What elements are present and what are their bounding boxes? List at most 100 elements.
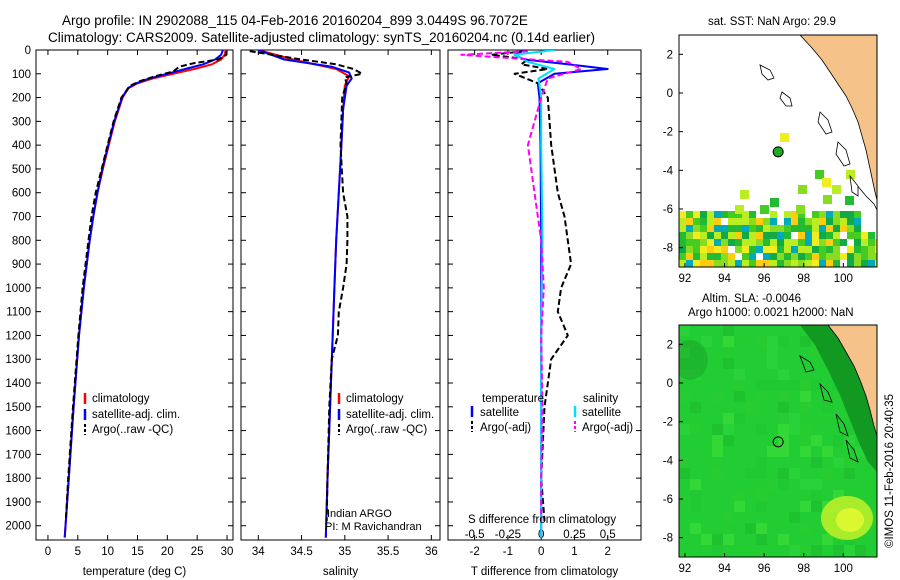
sst-cell bbox=[700, 260, 707, 267]
y-tick-label: 300 bbox=[12, 116, 31, 128]
sst-cell bbox=[721, 232, 728, 239]
sst-cell bbox=[833, 260, 840, 267]
y-tick-label: 1500 bbox=[5, 402, 31, 414]
sst-cell bbox=[826, 239, 833, 246]
y-tick-label: 0 bbox=[25, 45, 31, 57]
map-y-tick-label: 2 bbox=[667, 339, 673, 351]
s-diff-tick-label: -0.5 bbox=[465, 529, 485, 541]
sla-map-frame bbox=[678, 324, 878, 558]
sst-cell bbox=[707, 225, 714, 232]
sst-cell bbox=[770, 239, 777, 246]
y-tick-label: 1800 bbox=[5, 473, 31, 485]
sst-cell bbox=[742, 211, 749, 218]
sla-cell bbox=[800, 435, 811, 446]
sst-cell bbox=[735, 225, 742, 232]
sst-cell bbox=[840, 253, 847, 260]
sst-cell bbox=[770, 253, 777, 260]
sst-cell bbox=[875, 253, 877, 260]
sla-cell bbox=[778, 413, 789, 424]
y-tick-label: 1600 bbox=[5, 426, 31, 438]
sst-cell bbox=[840, 218, 847, 225]
sla-cell bbox=[800, 523, 811, 534]
sst-cell bbox=[707, 218, 714, 225]
sst-cell bbox=[819, 225, 826, 232]
sst-cell bbox=[868, 232, 875, 239]
legend-t-satellite-label: satellite bbox=[480, 407, 519, 419]
y-tick-label: 500 bbox=[12, 164, 31, 176]
sst-cell bbox=[735, 260, 742, 267]
sst-cell bbox=[812, 232, 819, 239]
sla-cell bbox=[844, 468, 855, 479]
sst-cell bbox=[798, 185, 807, 194]
sst-cell bbox=[822, 178, 831, 187]
sst-cell bbox=[826, 253, 833, 260]
island-4 bbox=[845, 439, 859, 463]
land-fill-extension bbox=[855, 35, 877, 211]
difference-legend: temperature satellite Argo(-adj) salinit… bbox=[470, 393, 633, 434]
sla-cell bbox=[855, 446, 866, 457]
sst-cell bbox=[854, 260, 861, 267]
x-tick-label: 34.5 bbox=[290, 546, 312, 558]
sst-cell bbox=[714, 253, 721, 260]
sla-cell bbox=[734, 413, 745, 424]
map-x-tick-label: 92 bbox=[679, 273, 692, 285]
legend-t-argo-label: Argo(-adj) bbox=[480, 422, 531, 434]
sla-cell bbox=[833, 391, 844, 402]
sst-cell bbox=[819, 218, 826, 225]
sst-cell bbox=[840, 211, 847, 218]
legend-climatology-label: climatology bbox=[92, 393, 150, 405]
sla-cell bbox=[800, 336, 811, 347]
sst-cell bbox=[833, 239, 840, 246]
sst-cell bbox=[756, 218, 763, 225]
sla-cell bbox=[811, 556, 822, 557]
sst-cell bbox=[826, 225, 833, 232]
sst-cell bbox=[707, 253, 714, 260]
sla-cell bbox=[679, 391, 690, 402]
sla-cell bbox=[734, 501, 745, 512]
sst-cell bbox=[854, 218, 861, 225]
y-tick-label: 600 bbox=[12, 188, 31, 200]
s-diff-tick-label: 0.5 bbox=[600, 529, 616, 541]
y-tick-label: 1900 bbox=[5, 497, 31, 509]
sla-cell bbox=[756, 380, 767, 391]
legend-s-argo-label: Argo(-adj) bbox=[582, 422, 633, 434]
sst-cell bbox=[819, 260, 826, 267]
sst-cell bbox=[679, 218, 686, 225]
sst-cell bbox=[693, 232, 700, 239]
sst-cell bbox=[832, 185, 841, 194]
x-axis-label: salinity bbox=[323, 566, 358, 578]
sst-cell bbox=[756, 246, 763, 253]
map-y-tick-label: -4 bbox=[663, 165, 674, 177]
sst-cell bbox=[756, 232, 763, 239]
sst-cell bbox=[742, 218, 749, 225]
series-line bbox=[63, 50, 227, 538]
y-tick-label: 400 bbox=[12, 140, 31, 152]
sst-cell bbox=[861, 246, 868, 253]
sla-cell bbox=[767, 358, 778, 369]
sst-cell bbox=[763, 253, 770, 260]
sla-cell bbox=[712, 468, 723, 479]
series-line bbox=[490, 50, 573, 522]
legend-satellite-label: satellite-adj. clim. bbox=[346, 409, 434, 421]
sst-cell bbox=[679, 239, 686, 246]
sla-cell bbox=[690, 501, 701, 512]
legend-satellite-label: satellite-adj. clim. bbox=[92, 409, 180, 421]
sst-cell bbox=[686, 232, 693, 239]
sst-cell bbox=[735, 205, 744, 214]
sst-cell bbox=[780, 133, 789, 142]
y-tick-label: 800 bbox=[12, 235, 31, 247]
legend-temperature-heading: temperature bbox=[482, 393, 544, 405]
sst-cell bbox=[805, 239, 812, 246]
sst-cell bbox=[749, 225, 756, 232]
sla-cell bbox=[690, 490, 701, 501]
sst-cell bbox=[777, 253, 784, 260]
sla-cell bbox=[723, 413, 734, 424]
y-tick-label: 700 bbox=[12, 212, 31, 224]
sla-cell bbox=[756, 490, 767, 501]
sla-cell bbox=[723, 534, 734, 545]
sla-cell bbox=[778, 435, 789, 446]
map-y-tick-label: -6 bbox=[663, 204, 673, 216]
sla-cell bbox=[679, 468, 690, 479]
sst-cell bbox=[805, 218, 812, 225]
sla-cell bbox=[679, 325, 690, 336]
